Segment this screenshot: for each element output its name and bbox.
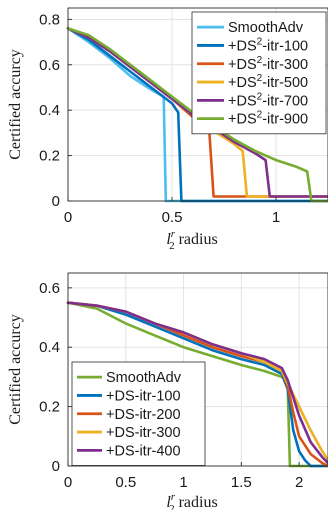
y-tick-label: 0.6 [39,57,60,74]
series-line [66,27,328,203]
legend-label-main: +DS [106,443,135,459]
y-tick-label: 0 [52,458,60,475]
y-tick-label: 0.6 [39,280,60,297]
x-axis-label: lr 2 radius [166,491,217,510]
legend-label-main: SmoothAdv [106,370,182,386]
legend-label-main: +DS [106,388,135,404]
legend-label-main: +DS [228,112,257,128]
x-axis-label-sub: 2 [169,503,175,510]
y-axis-label: Certified accurcy [7,314,24,425]
legend-label-main: SmoothAdv [228,20,304,36]
legend-label: +DS-itr-200 [106,407,181,423]
y-tick-label: 0.4 [39,339,60,356]
x-axis-label-rest: radius [175,494,218,510]
y-tick-label: 0.4 [39,102,60,119]
plot-frame [67,7,328,202]
y-tick-label: 0.2 [39,399,60,416]
x-axis-label-sub: 2 [169,240,175,252]
legend-label-main: +DS [106,407,135,423]
legend-label-main: +DS [228,57,257,73]
legend-label-rest: -itr-300 [262,57,308,73]
legend-label-rest: -itr-900 [262,112,308,128]
legend-label-main: +DS [228,75,257,91]
x-tick-label: 1 [179,474,187,491]
legend-label: +DS2-itr-900 [228,110,308,128]
legend-label-rest: -itr-700 [262,93,308,109]
legend-label: +DS-itr-400 [106,443,181,459]
x-axis-label-rest: radius [175,231,218,248]
legend-label: +DS-itr-300 [106,425,181,441]
legend-label-rest: -itr-100 [135,388,181,404]
legend-label: SmoothAdv [106,370,182,386]
y-tick-label: 0 [52,193,60,210]
x-tick-label: 0 [64,209,72,226]
legend-label-sup: 2 [257,91,263,102]
legend-label-main: +DS [228,93,257,109]
x-axis-label: lr 2 radius [166,228,217,252]
legend-label-rest: -itr-200 [135,407,181,423]
legend-label-main: +DS [106,425,135,441]
series-line [66,301,328,465]
y-tick-label: 0.2 [39,148,60,165]
legend-label-sup: 2 [257,55,263,66]
legend-label: +DS2-itr-700 [228,91,308,109]
x-axis-label-sup: r [171,228,176,240]
y-tick-label: 0.8 [39,11,60,28]
x-axis-label-main: l [166,494,171,510]
legend-label-rest: -itr-300 [135,425,181,441]
x-tick-label: 0 [64,474,72,491]
legend-label-main: +DS [228,38,257,54]
x-axis-label-sup: r [171,491,176,503]
x-tick-label: 1.5 [231,474,252,491]
legend-label: +DS2-itr-500 [228,73,308,91]
legend-label: SmoothAdv [228,20,304,36]
plot-frame [67,272,328,467]
legend-label: +DS2-itr-300 [228,55,308,73]
x-tick-label: 1 [272,209,280,226]
legend-label-sup: 2 [257,110,263,121]
x-axis-label-main: l [166,231,171,248]
x-tick-label: 2 [295,474,303,491]
legend-label-rest: -itr-500 [262,75,308,91]
legend-label: +DS-itr-100 [106,388,181,404]
legend-label-sup: 2 [257,36,263,47]
legend-label-rest: -itr-400 [135,443,181,459]
x-tick-label: 0.5 [115,474,136,491]
legend-label-sup: 2 [257,73,263,84]
legend-label-rest: -itr-100 [262,38,308,54]
series-line [66,27,328,203]
y-axis-label: Certified accurcy [7,49,24,160]
series-line [66,301,328,468]
legend-box [191,11,327,135]
legend: SmoothAdv+DS-itr-100+DS-itr-200+DS-itr-3… [71,361,206,466]
legend: SmoothAdv+DS2-itr-100+DS2-itr-300+DS2-it… [191,11,327,135]
x-tick-label: 0.5 [162,209,183,226]
legend-label: +DS2-itr-100 [228,36,308,54]
